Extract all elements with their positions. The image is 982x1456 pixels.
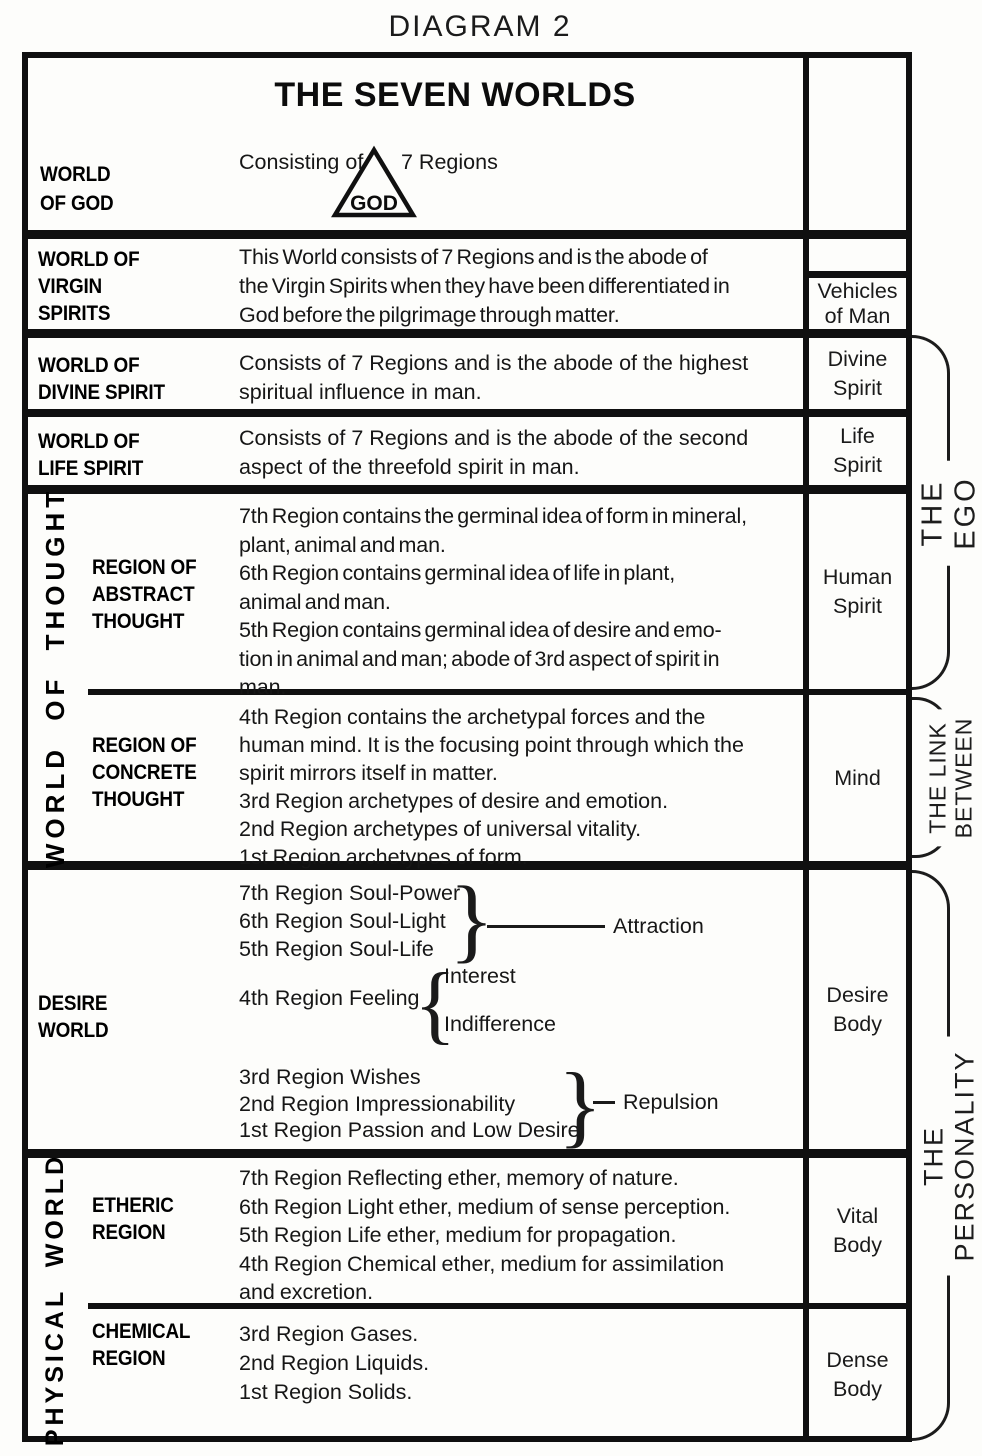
desire-region-4: 4th Region Feeling <box>239 986 420 1010</box>
vehicle-mind: Mind <box>834 765 881 790</box>
vehicle-desire-body: Desire Body <box>826 982 889 1036</box>
virgin-spirits-label: WORLD OF VIRGIN SPIRITS <box>38 248 140 325</box>
open-brace-icon: { <box>414 956 457 1053</box>
world-of-thought-label: WORLD OF THOUGHT <box>40 486 71 868</box>
table-header: THE SEVEN WORLDS <box>274 76 636 114</box>
etheric-region-label: ETHERIC REGION <box>92 1194 174 1244</box>
personality-labelbox: THE PERSONALITY <box>912 870 982 1441</box>
physical-world-strip: PHYSICAL WORLD <box>26 1152 86 1445</box>
desire-region-3: 3rd Region Wishes <box>239 1065 421 1089</box>
god-triangle-icon: GOD <box>331 145 417 218</box>
desire-region-6: 6th Region Soul-Light <box>239 909 446 933</box>
row-separator <box>24 329 910 338</box>
concrete-thought-label: REGION OF CONCRETE THOUGHT <box>92 734 197 811</box>
vehicle-dense-body: Dense Body <box>826 1347 889 1401</box>
vehicles-column-divider <box>803 52 809 1442</box>
close-brace-icon: } <box>558 1054 603 1156</box>
chemical-region-label: CHEMICAL REGION <box>92 1320 191 1370</box>
world-of-god-label: WORLD OF GOD <box>40 163 114 215</box>
chemical-region-description: 3rd Region Gases. 2nd Region Liquids. 1s… <box>239 1322 430 1404</box>
repulsion-text: Repulsion <box>623 1090 719 1114</box>
vehicle-vital-body: Vital Body <box>832 1203 882 1257</box>
interest-text: Interest <box>444 964 516 988</box>
attraction-connector-line <box>487 925 605 928</box>
table-frame <box>22 52 912 1442</box>
virgin-spirits-description: This World consists of 7 Regions and is … <box>239 245 730 327</box>
vehicle-life-spirit: Life Spirit <box>833 424 882 477</box>
link-between-labelbox: THE LINK BETWEEN <box>905 697 982 858</box>
world-of-thought-strip: WORLD OF THOUGHT <box>26 486 86 867</box>
attraction-text: Attraction <box>613 914 704 938</box>
desire-region-2: 2nd Region Impressionability <box>239 1092 516 1116</box>
divine-spirit-description: Consists of 7 Regions and is the abode o… <box>239 351 749 404</box>
vehicles-header-border <box>809 271 907 278</box>
life-spirit-label: WORLD OF LIFE SPIRIT <box>38 430 144 480</box>
repulsion-connector-line <box>593 1101 615 1104</box>
consisting-of-text: Consisting of <box>239 150 364 174</box>
desire-region-1: 1st Region Passion and Low Desire <box>239 1118 580 1142</box>
row-separator <box>24 409 910 417</box>
etheric-region-description: 7th Region Reflecting ether, memory of n… <box>239 1166 731 1304</box>
life-spirit-description: Consists of 7 Regions and is the abode o… <box>239 426 749 479</box>
ego-bracket-labelbox: THE EGO <box>912 335 982 690</box>
the-ego-label: THE EGO <box>913 459 982 566</box>
row-separator <box>24 485 910 494</box>
god-triangle-label: GOD <box>350 192 398 215</box>
vehicle-divine-spirit: Divine Spirit <box>827 346 888 400</box>
desire-world-label: DESIRE WORLD <box>38 992 109 1042</box>
physical-world-label: PHYSICAL WORLD <box>41 1152 70 1446</box>
vehicle-human-spirit: Human Spirit <box>822 565 893 618</box>
abstract-thought-description: 7th Region contains the germinal idea of… <box>239 504 747 699</box>
desire-region-5: 5th Region Soul-Life <box>239 937 434 961</box>
vehicles-of-man-header: Vehicles of Man <box>817 278 898 328</box>
indifference-text: Indifference <box>444 1012 556 1036</box>
row-separator <box>24 1149 910 1158</box>
the-personality-label: THE PERSONALITY <box>915 1035 982 1276</box>
page-title: DIAGRAM 2 <box>388 10 572 43</box>
concrete-thought-description: 4th Region contains the archetypal force… <box>239 705 744 869</box>
row-separator <box>24 230 910 239</box>
seven-regions-text: 7 Regions <box>401 150 498 174</box>
desire-region-7: 7th Region Soul-Power <box>239 881 461 905</box>
the-link-between-label: THE LINK BETWEEN <box>922 709 979 846</box>
sub-row-separator <box>88 689 906 695</box>
sub-row-separator <box>88 1303 906 1309</box>
divine-spirit-label: WORLD OF DIVINE SPIRIT <box>38 354 165 404</box>
row-separator <box>24 861 910 870</box>
close-brace-icon: } <box>449 868 495 972</box>
abstract-thought-label: REGION OF ABSTRACT THOUGHT <box>92 556 197 633</box>
